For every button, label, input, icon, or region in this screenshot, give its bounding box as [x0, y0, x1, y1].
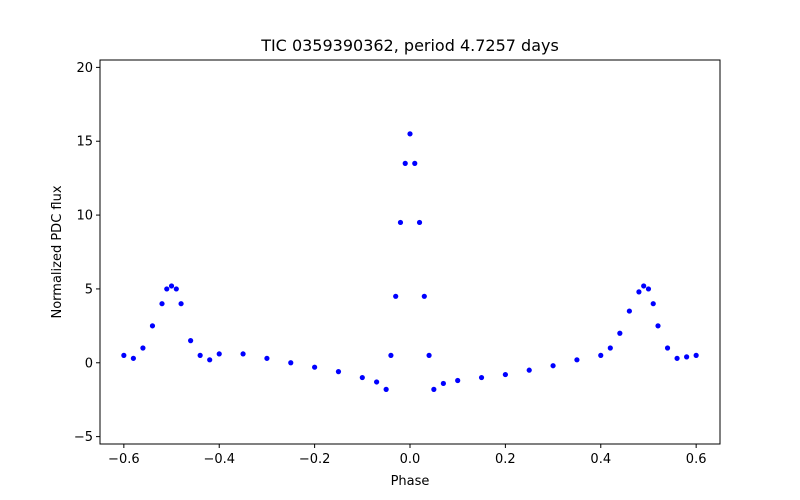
x-tick-label: 0.4 [590, 452, 611, 467]
data-point [426, 352, 432, 358]
data-point [164, 286, 170, 292]
data-point [645, 286, 652, 292]
data-point [550, 363, 556, 369]
data-point [617, 330, 623, 336]
data-point [641, 283, 647, 289]
data-point [440, 380, 446, 387]
data-point [178, 301, 184, 307]
data-point [188, 338, 194, 344]
data-point [650, 301, 656, 307]
data-point [574, 357, 580, 363]
data-point [140, 345, 146, 351]
data-point [168, 283, 175, 289]
data-point [397, 219, 404, 226]
data-point [402, 160, 408, 166]
data-point [374, 379, 380, 385]
data-point [312, 364, 318, 370]
data-point [173, 286, 179, 292]
data-point [421, 293, 427, 299]
data-point [416, 219, 423, 226]
data-point [607, 345, 613, 351]
data-point [130, 355, 136, 361]
data-point [664, 345, 671, 351]
data-point [383, 386, 389, 392]
data-point [149, 323, 156, 329]
data-point [393, 293, 399, 299]
data-point [674, 355, 680, 361]
data-point [655, 323, 661, 329]
y-tick-label: 15 [76, 135, 93, 150]
y-tick-label: 10 [76, 209, 93, 224]
data-point [388, 352, 394, 358]
data-point [526, 367, 532, 373]
data-point [431, 386, 437, 392]
data-point [502, 371, 508, 378]
y-axis: −5 0 5 10 15 20 [74, 61, 100, 445]
data-point [412, 160, 418, 166]
data-points [121, 131, 699, 392]
data-point [626, 308, 632, 314]
data-point [455, 377, 461, 384]
y-tick-label: −5 [74, 430, 93, 445]
data-point [207, 357, 213, 363]
x-tick-label: −0.6 [108, 452, 140, 467]
data-point [240, 351, 246, 357]
y-tick-label: 0 [85, 356, 93, 371]
y-tick-label: 20 [76, 61, 93, 76]
data-point [264, 355, 270, 361]
data-point [598, 352, 604, 358]
x-axis-label: Phase [391, 474, 430, 489]
data-point [478, 374, 485, 381]
x-tick-label: 0.6 [686, 452, 707, 467]
y-axis-label: Normalized PDC flux [50, 185, 65, 318]
y-tick-label: 5 [85, 282, 93, 297]
chart-title: TIC 0359390362, period 4.7257 days [260, 36, 559, 55]
x-tick-label: 0.0 [400, 452, 421, 467]
x-tick-label: −0.4 [203, 452, 235, 467]
data-point [159, 301, 165, 307]
data-point [636, 289, 642, 295]
data-point [693, 352, 699, 358]
x-tick-label: 0.2 [495, 452, 516, 467]
data-point [359, 374, 365, 381]
data-point [335, 369, 342, 375]
data-point [684, 354, 690, 360]
data-point [216, 351, 222, 357]
data-point [121, 352, 127, 358]
data-point [197, 352, 203, 358]
x-tick-label: −0.2 [299, 452, 331, 467]
x-axis: −0.6 −0.4 −0.2 0.0 0.2 0.4 0.6 [108, 444, 706, 467]
data-point [288, 360, 294, 366]
data-point [407, 131, 413, 137]
